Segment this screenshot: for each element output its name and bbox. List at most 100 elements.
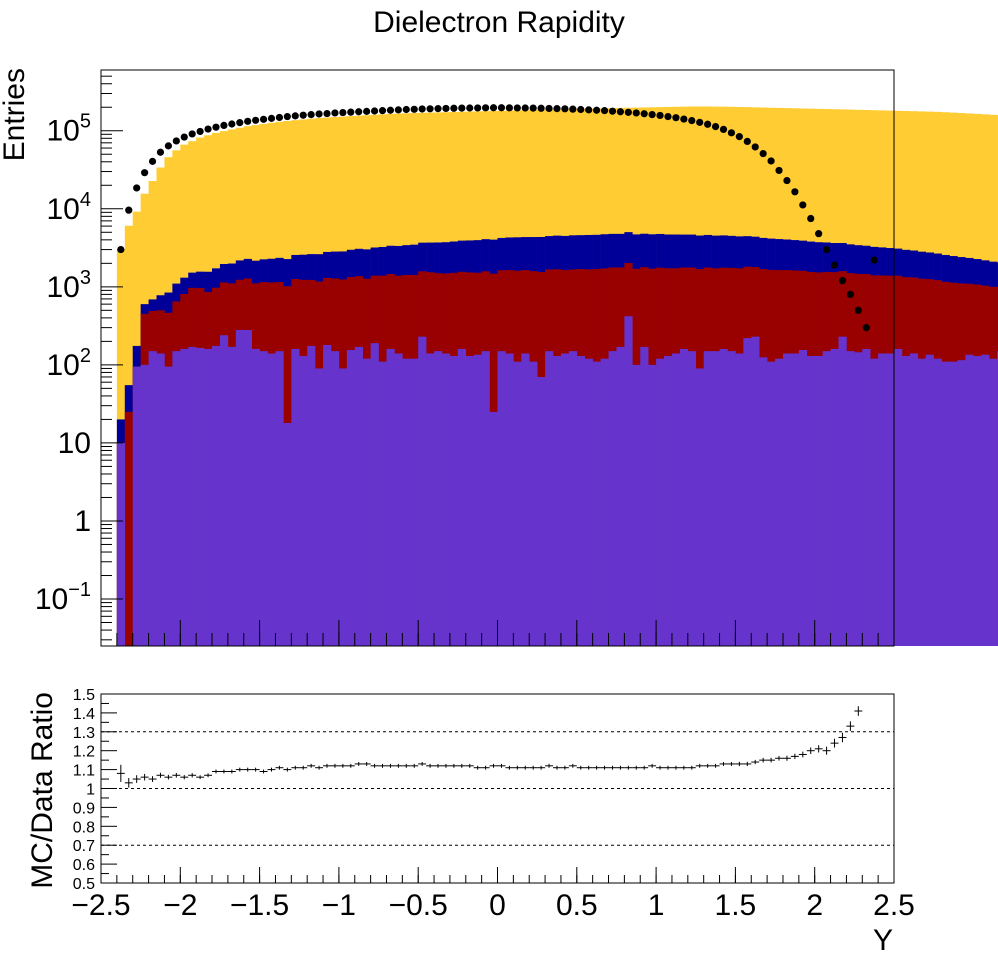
ratio-point	[275, 765, 284, 770]
data-point	[474, 104, 482, 112]
ratio-point	[846, 721, 855, 731]
data-point	[172, 137, 180, 145]
data-point	[656, 111, 664, 120]
histogram-bar	[434, 351, 443, 646]
histogram-bar	[370, 343, 379, 646]
ratio-point	[671, 765, 680, 770]
histogram-bar	[759, 357, 768, 646]
data-point	[854, 306, 862, 314]
ratio-point	[426, 763, 435, 768]
data-point	[323, 109, 331, 118]
data-point	[482, 104, 490, 112]
ratio-point	[164, 774, 173, 780]
histogram-bar	[632, 364, 641, 646]
data-point	[815, 230, 823, 238]
ratio-point	[782, 755, 791, 761]
data-point	[624, 108, 632, 116]
histogram-bar	[941, 361, 950, 646]
histogram-bar	[267, 353, 276, 646]
data-point	[862, 324, 870, 332]
data-point	[402, 105, 410, 114]
histogram-layer-0	[116, 316, 998, 646]
histogram-bar	[949, 361, 958, 646]
histogram-bar	[449, 355, 459, 646]
ratio-point	[386, 763, 395, 768]
ratio-point	[219, 769, 228, 774]
ratio-point	[283, 767, 292, 772]
ratio-point	[196, 775, 205, 780]
ratio-point	[180, 775, 189, 780]
data-point	[791, 188, 799, 196]
histogram-bar	[156, 353, 165, 646]
data-point	[466, 104, 474, 112]
top-panel: 10−1 1 10 102 103 104 105 Entries	[0, 68, 998, 647]
x-tick-label: −2	[163, 889, 197, 922]
ratio-y-tick-label: 1.1	[73, 763, 95, 780]
x-tick-label: 1	[648, 889, 665, 922]
x-tick-label: −0.5	[389, 889, 448, 922]
ratio-point	[362, 761, 371, 766]
histogram-bar	[743, 338, 752, 646]
data-point	[727, 129, 736, 137]
ratio-point	[434, 763, 442, 768]
histogram-bar	[473, 354, 482, 646]
data-point	[355, 108, 363, 116]
ratio-point	[521, 765, 530, 770]
data-point	[434, 105, 442, 113]
data-point	[838, 277, 847, 285]
data-point	[458, 104, 466, 112]
histogram-bar	[878, 353, 887, 646]
x-tick-label: −2.5	[71, 889, 130, 922]
histogram-bar	[497, 351, 506, 646]
ratio-point	[370, 763, 379, 768]
histogram-bar	[124, 411, 134, 646]
ratio-point	[616, 765, 625, 770]
histogram-bar	[751, 336, 760, 646]
data-point	[267, 114, 276, 122]
histogram-bar	[457, 348, 467, 646]
top-y-axis-label: Entries	[0, 68, 31, 161]
data-point	[180, 133, 188, 141]
data-point	[521, 104, 529, 112]
data-point	[640, 110, 648, 118]
y-tick-label: 102	[47, 345, 92, 382]
histogram-bar	[608, 351, 617, 646]
data-point	[600, 107, 609, 115]
ratio-point	[727, 761, 736, 766]
histogram-bar	[624, 316, 633, 646]
histogram-bar	[116, 442, 126, 646]
data-point	[545, 104, 553, 113]
ratio-point	[545, 763, 554, 768]
x-tick-label: −1	[322, 889, 356, 922]
data-point	[307, 110, 315, 119]
data-point	[664, 112, 672, 121]
histogram-bar	[418, 336, 427, 646]
histogram-bar	[505, 353, 514, 646]
histogram-bar	[441, 353, 451, 646]
ratio-point	[576, 765, 585, 770]
histogram-bar	[529, 361, 538, 646]
ratio-reference-lines	[101, 731, 894, 846]
histogram-bar	[354, 346, 363, 646]
histogram-bar	[775, 358, 784, 646]
ratio-point	[695, 763, 704, 768]
ratio-point	[560, 765, 569, 770]
ratio-point	[402, 763, 411, 768]
ratio-point	[156, 772, 165, 778]
histogram-bar	[275, 351, 284, 646]
ratio-point	[148, 776, 157, 782]
histogram-bar	[235, 329, 245, 646]
data-point	[830, 261, 839, 269]
data-point	[148, 157, 157, 165]
histogram-bar	[814, 355, 823, 646]
data-point	[220, 121, 228, 130]
ratio-point	[441, 763, 450, 768]
ratio-point	[307, 763, 316, 768]
ratio-point	[243, 767, 252, 772]
data-point	[489, 104, 498, 112]
ratio-point	[473, 765, 482, 770]
histogram-bar	[687, 351, 697, 646]
ratio-axis-ticks: −2.5 −2 −1.5 −1 −0.5 0 0.5 1 1.5 2 2.5 0.5 0.6 0.7 0.8…	[71, 687, 914, 922]
data-point	[450, 104, 458, 112]
